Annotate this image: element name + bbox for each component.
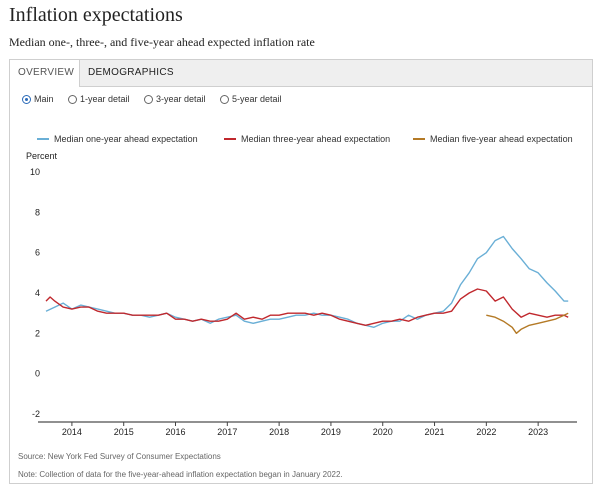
x-tick-label: 2023 bbox=[528, 427, 548, 437]
y-tick-label: 6 bbox=[35, 248, 40, 258]
series-line-three-year bbox=[45, 288, 569, 326]
footnote: Note: Collection of data for the five-ye… bbox=[18, 470, 343, 479]
y-tick-label: 2 bbox=[35, 328, 40, 338]
tab-demographics[interactable]: DEMOGRAPHICS bbox=[88, 67, 174, 78]
legend-swatch bbox=[37, 138, 49, 140]
legend-item-five-year: Median five-year ahead expectation bbox=[413, 134, 573, 144]
legend-item-one-year: Median one-year ahead expectation bbox=[37, 134, 198, 144]
x-tick-label: 2017 bbox=[217, 427, 237, 437]
x-tick-label: 2016 bbox=[165, 427, 185, 437]
legend-swatch bbox=[224, 138, 236, 140]
legend-item-three-year: Median three-year ahead expectation bbox=[224, 134, 390, 144]
radio-3-year-detail[interactable]: 3-year detail bbox=[144, 94, 206, 104]
page-title: Inflation expectations bbox=[9, 4, 183, 26]
tab-bar: OVERVIEW DEMOGRAPHICS bbox=[10, 60, 592, 87]
radio-unselected-icon bbox=[220, 94, 229, 104]
radio-unselected-icon bbox=[144, 94, 153, 104]
legend-label: Median five-year ahead expectation bbox=[430, 134, 573, 144]
radio-selected-icon bbox=[22, 94, 31, 104]
radio-5-year-detail[interactable]: 5-year detail bbox=[220, 94, 282, 104]
tab-overview[interactable]: OVERVIEW bbox=[10, 60, 80, 87]
x-tick-label: 2015 bbox=[114, 427, 134, 437]
y-tick-label: 4 bbox=[35, 288, 40, 298]
x-tick-label: 2014 bbox=[62, 427, 82, 437]
x-tick-label: 2021 bbox=[425, 427, 445, 437]
radio-unselected-icon bbox=[68, 94, 77, 104]
y-tick-label: 8 bbox=[35, 207, 40, 217]
chart-panel: OVERVIEW DEMOGRAPHICS Main 1-year detail… bbox=[9, 59, 593, 484]
source-note: Source: New York Fed Survey of Consumer … bbox=[18, 452, 221, 461]
legend-swatch bbox=[413, 138, 425, 140]
x-tick-label: 2018 bbox=[269, 427, 289, 437]
legend-label: Median three-year ahead expectation bbox=[241, 134, 391, 144]
x-tick-label: 2020 bbox=[373, 427, 393, 437]
radio-main[interactable]: Main bbox=[22, 94, 54, 104]
page-subtitle: Median one-, three-, and five-year ahead… bbox=[9, 35, 315, 49]
series-line-five-year bbox=[486, 312, 569, 334]
radio-1-year-detail[interactable]: 1-year detail bbox=[68, 94, 130, 104]
radio-label: 1-year detail bbox=[80, 94, 130, 104]
radio-label: Main bbox=[34, 94, 54, 104]
y-tick-label: -2 bbox=[32, 409, 40, 419]
radio-label: 3-year detail bbox=[156, 94, 206, 104]
x-tick-label: 2022 bbox=[476, 427, 496, 437]
line-chart: -2 0 2 4 6 8 10 2014 2015 2016 2017 2018 2019 2020 202… bbox=[30, 167, 577, 437]
x-tick-label: 2019 bbox=[321, 427, 341, 437]
legend-label: Median one-year ahead expectation bbox=[54, 134, 198, 144]
y-tick-label: 0 bbox=[35, 369, 40, 379]
y-tick-label: 10 bbox=[30, 167, 40, 177]
radio-label: 5-year detail bbox=[232, 94, 282, 104]
y-axis-label: Percent bbox=[26, 151, 58, 161]
